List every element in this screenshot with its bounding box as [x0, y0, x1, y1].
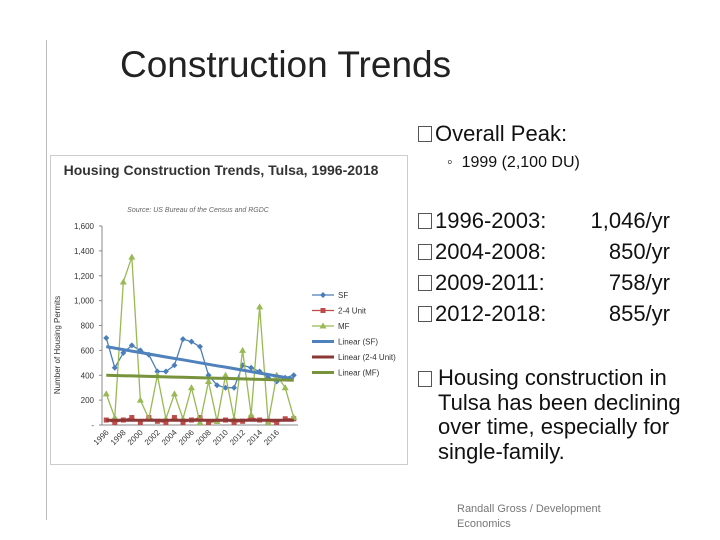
marker: [170, 390, 178, 397]
sub-bullet: ◦ 1999 (2,100 DU): [447, 154, 580, 171]
marker: [188, 338, 195, 345]
y-tick-label: 400: [81, 371, 95, 380]
marker: [187, 384, 195, 391]
marker: [128, 253, 136, 260]
marker: [320, 308, 326, 313]
marker: [171, 415, 177, 421]
marker: [196, 419, 204, 426]
period-label: 2012-2018:: [435, 301, 547, 326]
trend-line: [106, 345, 294, 381]
marker: [111, 364, 118, 371]
y-tick-label: 200: [81, 396, 95, 405]
marker: [137, 420, 143, 426]
marker: [319, 322, 327, 329]
marker: [197, 415, 203, 421]
period-rate: 855/yr: [608, 301, 670, 326]
y-tick-label: 1,600: [74, 222, 95, 231]
marker: [103, 417, 109, 423]
marker: [128, 342, 135, 349]
marker: [112, 420, 118, 426]
left-rule: [46, 40, 47, 520]
period-label: 1996-2003:: [435, 208, 547, 233]
y-tick-label: 600: [81, 346, 95, 355]
legend-label: Linear (MF): [338, 369, 380, 378]
marker: [154, 368, 161, 375]
footer: Randall Gross / Development Economics: [457, 503, 601, 530]
period-bullet: 2004-2008:: [418, 239, 546, 265]
legend-label: MF: [338, 322, 350, 331]
marker: [290, 414, 298, 421]
y-axis-label: Number of Housing Permits: [53, 296, 62, 394]
marker: [320, 292, 326, 298]
legend-label: 2-4 Unit: [338, 307, 367, 316]
marker: [247, 411, 255, 418]
marker: [180, 420, 186, 426]
period-label: 2009-2011:: [435, 270, 545, 295]
sub-bullet-text: 1999 (2,100 DU): [461, 154, 580, 171]
marker: [197, 343, 203, 350]
period-rate: 850/yr: [608, 239, 670, 264]
marker: [222, 371, 230, 378]
period-rate: 758/yr: [608, 270, 670, 295]
slide-title: Construction Trends: [120, 44, 452, 85]
marker: [205, 377, 213, 384]
chart: Housing Construction Trends, Tulsa, 1996…: [50, 155, 408, 465]
marker: [256, 303, 264, 310]
marker: [111, 414, 119, 421]
marker: [214, 382, 221, 389]
conclusion-text: Housing construction in Tulsa has been d…: [438, 365, 681, 464]
marker: [206, 420, 212, 426]
chart-frame: [50, 155, 408, 465]
period-rate: 1,046/yr: [590, 208, 671, 233]
marker: [102, 390, 110, 397]
y-tick-label: -: [91, 421, 94, 430]
marker: [119, 278, 127, 285]
y-tick-label: 1,400: [74, 247, 95, 256]
marker: [179, 336, 186, 343]
bullet: [418, 366, 435, 392]
y-tick-label: 800: [81, 322, 95, 331]
marker: [120, 349, 127, 356]
trend-line: [106, 373, 294, 382]
marker: [129, 415, 135, 421]
period-bullet: 2012-2018:: [418, 301, 546, 327]
marker: [171, 362, 178, 369]
y-tick-label: 1,000: [74, 297, 95, 306]
chart-subtitle: Source: US Bureau of the Census and RGDC: [127, 207, 270, 214]
marker: [239, 346, 247, 353]
bullet: Overall Peak:: [418, 121, 567, 147]
period-bullet: 2009-2011:: [418, 270, 545, 296]
marker: [248, 364, 255, 371]
marker: [264, 419, 272, 426]
y-tick-label: 1,200: [74, 272, 95, 281]
marker: [274, 420, 280, 426]
period-bullet: 1996-2003:: [418, 208, 546, 234]
marker: [162, 368, 169, 375]
marker: [231, 420, 237, 426]
marker: [231, 384, 238, 391]
marker: [281, 384, 289, 391]
period-label: 2004-2008:: [435, 239, 547, 264]
marker: [290, 372, 297, 379]
bullet-text: Overall Peak:: [435, 121, 568, 146]
chart-title: Housing Construction Trends, Tulsa, 1996…: [64, 162, 379, 178]
legend-label: Linear (SF): [338, 338, 378, 347]
legend-label: Linear (2-4 Unit): [338, 353, 396, 362]
marker: [103, 334, 110, 341]
legend-label: SF: [338, 291, 348, 300]
marker: [136, 396, 144, 403]
marker: [163, 420, 169, 426]
